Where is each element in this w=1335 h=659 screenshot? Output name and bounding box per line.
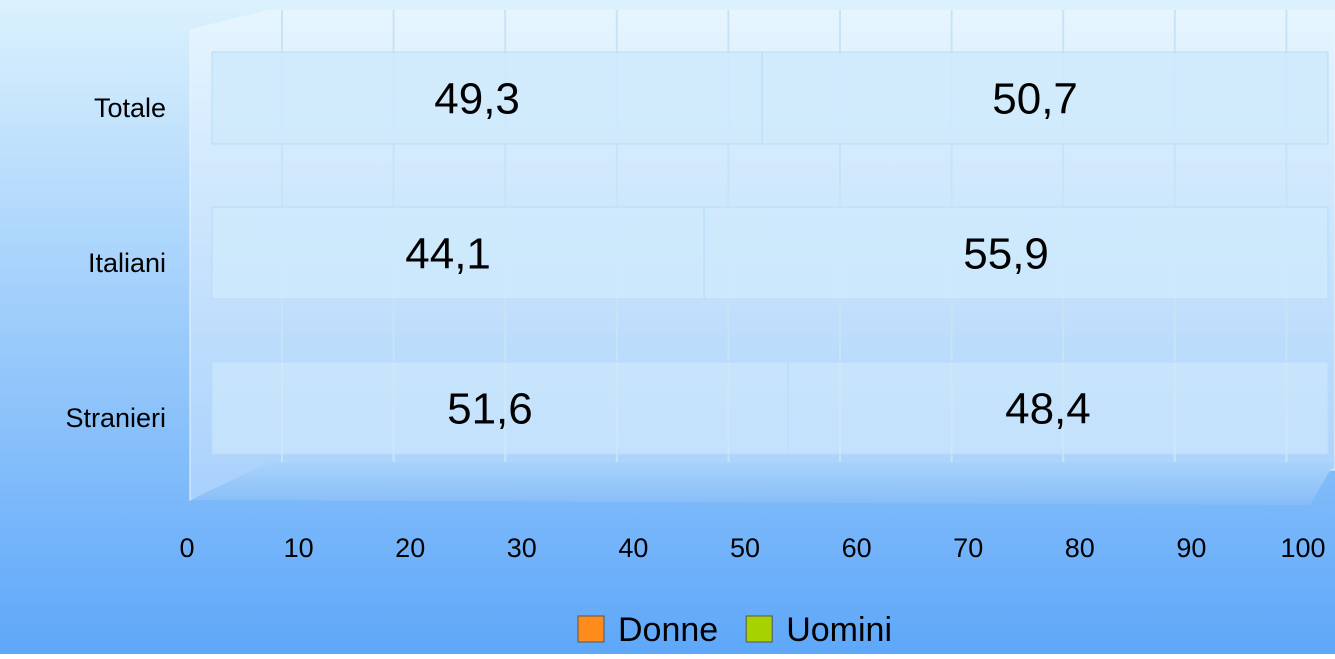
y-tick-label: Stranieri — [65, 403, 166, 433]
y-tick-label: Totale — [94, 93, 166, 123]
bar-segment — [761, 51, 1329, 145]
plot-floor — [190, 462, 1335, 505]
legend-swatch — [577, 615, 605, 643]
value-label: 48,4 — [1005, 385, 1091, 434]
value-label: 44,1 — [405, 230, 491, 279]
y-tick-label: Italiani — [88, 248, 166, 278]
bar-segment — [703, 206, 1329, 300]
x-tick-label: 90 — [1176, 533, 1206, 563]
x-tick-label: 100 — [1280, 533, 1325, 563]
bar-segment — [211, 51, 763, 145]
value-label: 55,9 — [963, 230, 1049, 279]
value-label: 51,6 — [447, 385, 533, 434]
x-tick-label: 60 — [842, 533, 872, 563]
legend-label: Uomini — [786, 611, 892, 649]
x-tick-label: 80 — [1065, 533, 1095, 563]
x-tick-label: 20 — [395, 533, 425, 563]
value-label: 49,3 — [434, 75, 520, 124]
x-tick-label: 30 — [507, 533, 537, 563]
legend-label: Donne — [618, 611, 718, 649]
value-label: 50,7 — [992, 75, 1078, 124]
x-tick-label: 50 — [730, 533, 760, 563]
bar-segment — [787, 361, 1329, 455]
bar-segment — [211, 206, 705, 300]
x-tick-label: 40 — [618, 533, 648, 563]
legend-swatch — [745, 615, 773, 643]
x-tick-label: 10 — [284, 533, 314, 563]
x-tick-label: 0 — [179, 533, 194, 563]
x-tick-label: 70 — [953, 533, 983, 563]
bar-segment — [211, 361, 789, 455]
